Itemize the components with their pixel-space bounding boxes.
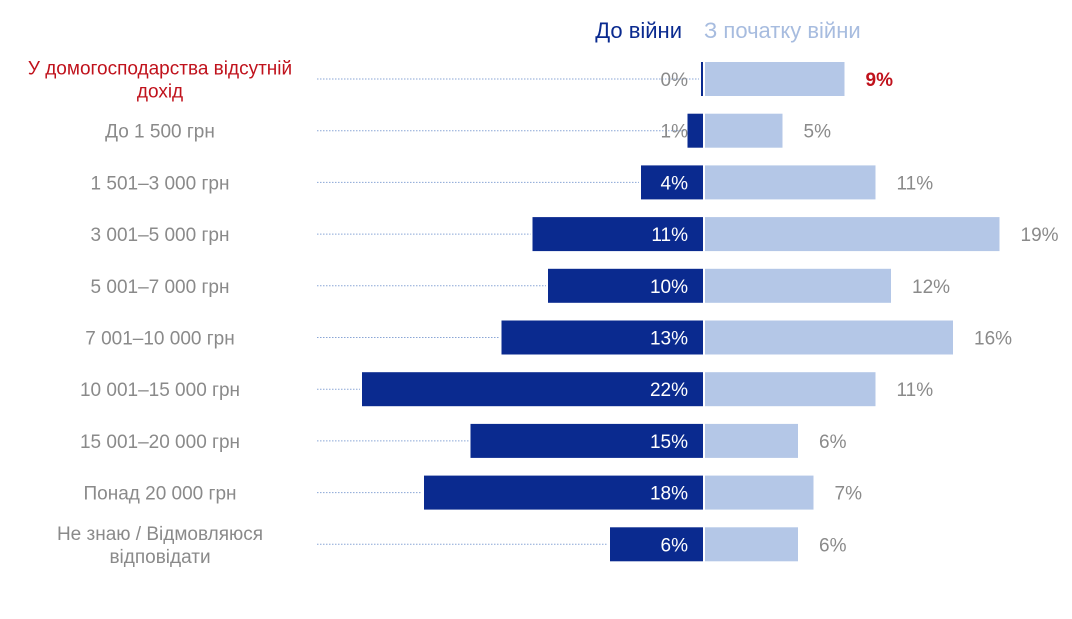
category-label: відповідати <box>109 547 210 568</box>
bar-since-war <box>705 165 876 200</box>
category-label: 1 501–3 000 грн <box>91 173 230 194</box>
legend: До війни З початку війни <box>0 16 1072 46</box>
bar-before-war <box>362 372 703 407</box>
value-label-since-war: 7% <box>835 484 863 505</box>
value-label-before-war: 4% <box>661 173 689 194</box>
value-label-since-war: 12% <box>912 277 950 298</box>
value-label-since-war: 6% <box>819 432 847 453</box>
legend-since-war: З початку війни <box>704 18 861 43</box>
value-label-before-war: 13% <box>650 329 688 350</box>
bar-since-war <box>705 527 798 562</box>
value-label-since-war: 5% <box>804 122 832 143</box>
category-label: 10 001–15 000 грн <box>80 380 240 401</box>
bar-before-war <box>687 113 703 148</box>
value-label-before-war: 11% <box>651 225 688 246</box>
legend-before-war: До війни <box>595 18 682 43</box>
value-label-since-war: 6% <box>819 535 847 556</box>
bar-since-war <box>705 320 953 355</box>
value-label-before-war: 18% <box>650 484 688 505</box>
category-label: 15 001–20 000 грн <box>80 432 240 453</box>
value-label-before-war: 6% <box>661 535 689 556</box>
bar-since-war <box>705 372 876 407</box>
category-label: 5 001–7 000 грн <box>91 277 230 298</box>
bar-before-war <box>641 165 703 200</box>
bar-since-war <box>705 62 845 96</box>
category-label: До 1 500 грн <box>105 122 215 143</box>
bar-before-war <box>424 475 703 510</box>
bar-since-war <box>705 423 798 458</box>
value-label-since-war: 11% <box>897 380 934 401</box>
bar-since-war <box>705 268 891 303</box>
value-label-before-war: 15% <box>650 432 688 453</box>
value-label-before-war: 1% <box>661 122 689 143</box>
value-label-since-war: 16% <box>974 329 1012 350</box>
bar-before-war <box>532 217 703 252</box>
category-label: 3 001–5 000 грн <box>91 225 230 246</box>
bar-since-war <box>705 475 814 510</box>
bar-since-war <box>705 217 1000 252</box>
bar-since-war <box>705 113 783 148</box>
category-label: Понад 20 000 грн <box>83 484 236 505</box>
value-label-since-war: 19% <box>1021 225 1059 246</box>
value-label-before-war: 22% <box>650 380 688 401</box>
bar-before-war <box>548 268 703 303</box>
bar-before-war <box>470 423 703 458</box>
category-label: дохід <box>137 82 183 103</box>
value-label-before-war: 10% <box>650 277 688 298</box>
value-label-before-war: 0% <box>661 70 689 91</box>
bar-before-war <box>501 320 703 355</box>
category-label: Не знаю / Відмовляюся <box>57 524 263 545</box>
bar-before-war <box>701 62 703 96</box>
category-label: 7 001–10 000 грн <box>85 329 235 350</box>
bar-before-war <box>610 527 703 562</box>
value-label-since-war: 9% <box>866 70 894 91</box>
value-label-since-war: 11% <box>897 173 934 194</box>
category-label: У домогосподарства відсутній <box>28 59 292 80</box>
